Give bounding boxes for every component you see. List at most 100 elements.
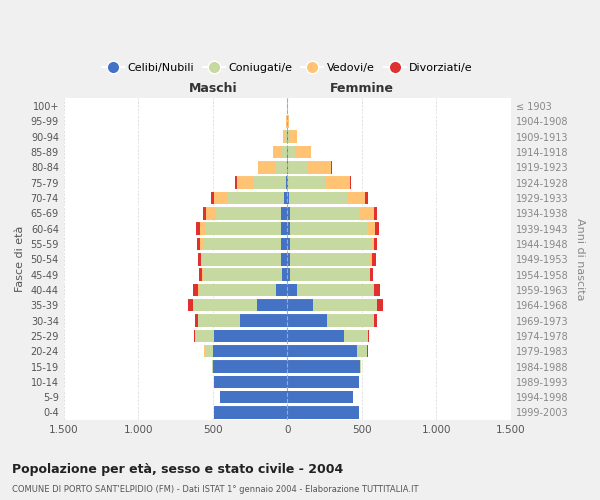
Bar [287, 360, 360, 373]
Bar [287, 161, 288, 173]
Text: Popolazione per età, sesso e stato civile - 2004: Popolazione per età, sesso e stato civil… [12, 462, 343, 475]
Bar [253, 176, 286, 189]
Bar [276, 284, 287, 296]
Bar [281, 238, 287, 250]
Bar [287, 376, 359, 388]
Bar [290, 207, 360, 220]
Bar [200, 222, 206, 235]
Bar [370, 253, 373, 266]
Bar [371, 238, 374, 250]
Bar [331, 161, 332, 173]
Y-axis label: Anni di nascita: Anni di nascita [575, 218, 585, 300]
Bar [289, 192, 347, 204]
Bar [196, 222, 200, 235]
Text: Maschi: Maschi [188, 82, 237, 96]
Bar [374, 314, 377, 327]
Bar [206, 222, 281, 235]
Bar [281, 207, 287, 220]
Bar [328, 314, 374, 327]
Bar [374, 284, 380, 296]
Bar [326, 176, 350, 189]
Bar [199, 268, 202, 281]
Bar [289, 176, 326, 189]
Bar [203, 238, 281, 250]
Bar [287, 176, 289, 189]
Bar [200, 238, 203, 250]
Bar [200, 253, 202, 266]
Bar [286, 176, 287, 189]
Bar [287, 391, 353, 404]
Bar [199, 284, 276, 296]
Legend: Celibi/Nubili, Coniugati/e, Vedovi/e, Divorziati/e: Celibi/Nubili, Coniugati/e, Vedovi/e, Di… [97, 59, 477, 78]
Bar [196, 330, 214, 342]
Bar [213, 360, 287, 373]
Bar [212, 360, 213, 373]
Bar [360, 207, 374, 220]
Bar [369, 268, 370, 281]
Bar [288, 146, 295, 158]
Bar [214, 406, 287, 419]
Bar [357, 345, 367, 358]
Bar [275, 161, 287, 173]
Bar [198, 314, 239, 327]
Bar [287, 314, 328, 327]
Bar [313, 299, 377, 312]
Bar [203, 268, 282, 281]
Bar [197, 253, 200, 266]
Bar [290, 253, 370, 266]
Bar [220, 391, 287, 404]
Bar [287, 192, 289, 204]
Bar [236, 176, 253, 189]
Bar [203, 207, 206, 220]
Bar [287, 284, 297, 296]
Bar [214, 192, 227, 204]
Bar [281, 253, 287, 266]
Bar [360, 360, 361, 373]
Bar [286, 115, 287, 128]
Bar [344, 330, 368, 342]
Bar [288, 115, 289, 128]
Bar [205, 345, 213, 358]
Bar [287, 238, 290, 250]
Bar [373, 253, 376, 266]
Text: Femmine: Femmine [330, 82, 394, 96]
Bar [287, 330, 344, 342]
Bar [194, 330, 196, 342]
Bar [368, 222, 375, 235]
Bar [214, 330, 287, 342]
Bar [287, 130, 289, 143]
Text: COMUNE DI PORTO SANT'ELPIDIO (FM) - Dati ISTAT 1° gennaio 2004 - Elaborazione TU: COMUNE DI PORTO SANT'ELPIDIO (FM) - Dati… [12, 485, 419, 494]
Bar [286, 130, 287, 143]
Bar [287, 222, 290, 235]
Bar [290, 268, 369, 281]
Bar [214, 376, 287, 388]
Bar [374, 238, 377, 250]
Bar [197, 238, 200, 250]
Bar [202, 253, 281, 266]
Bar [282, 268, 287, 281]
Bar [193, 284, 198, 296]
Bar [295, 146, 311, 158]
Bar [258, 161, 275, 173]
Bar [188, 299, 193, 312]
Bar [257, 299, 287, 312]
Bar [287, 253, 290, 266]
Bar [287, 299, 313, 312]
Bar [196, 314, 197, 327]
Y-axis label: Fasce di età: Fasce di età [15, 226, 25, 292]
Bar [365, 192, 368, 204]
Bar [193, 299, 257, 312]
Bar [213, 345, 287, 358]
Bar [347, 192, 365, 204]
Bar [227, 192, 284, 204]
Bar [206, 207, 217, 220]
Bar [287, 268, 290, 281]
Bar [284, 192, 287, 204]
Bar [239, 314, 287, 327]
Bar [373, 284, 374, 296]
Bar [374, 207, 377, 220]
Bar [289, 130, 297, 143]
Bar [287, 345, 357, 358]
Bar [202, 268, 203, 281]
Bar [235, 176, 236, 189]
